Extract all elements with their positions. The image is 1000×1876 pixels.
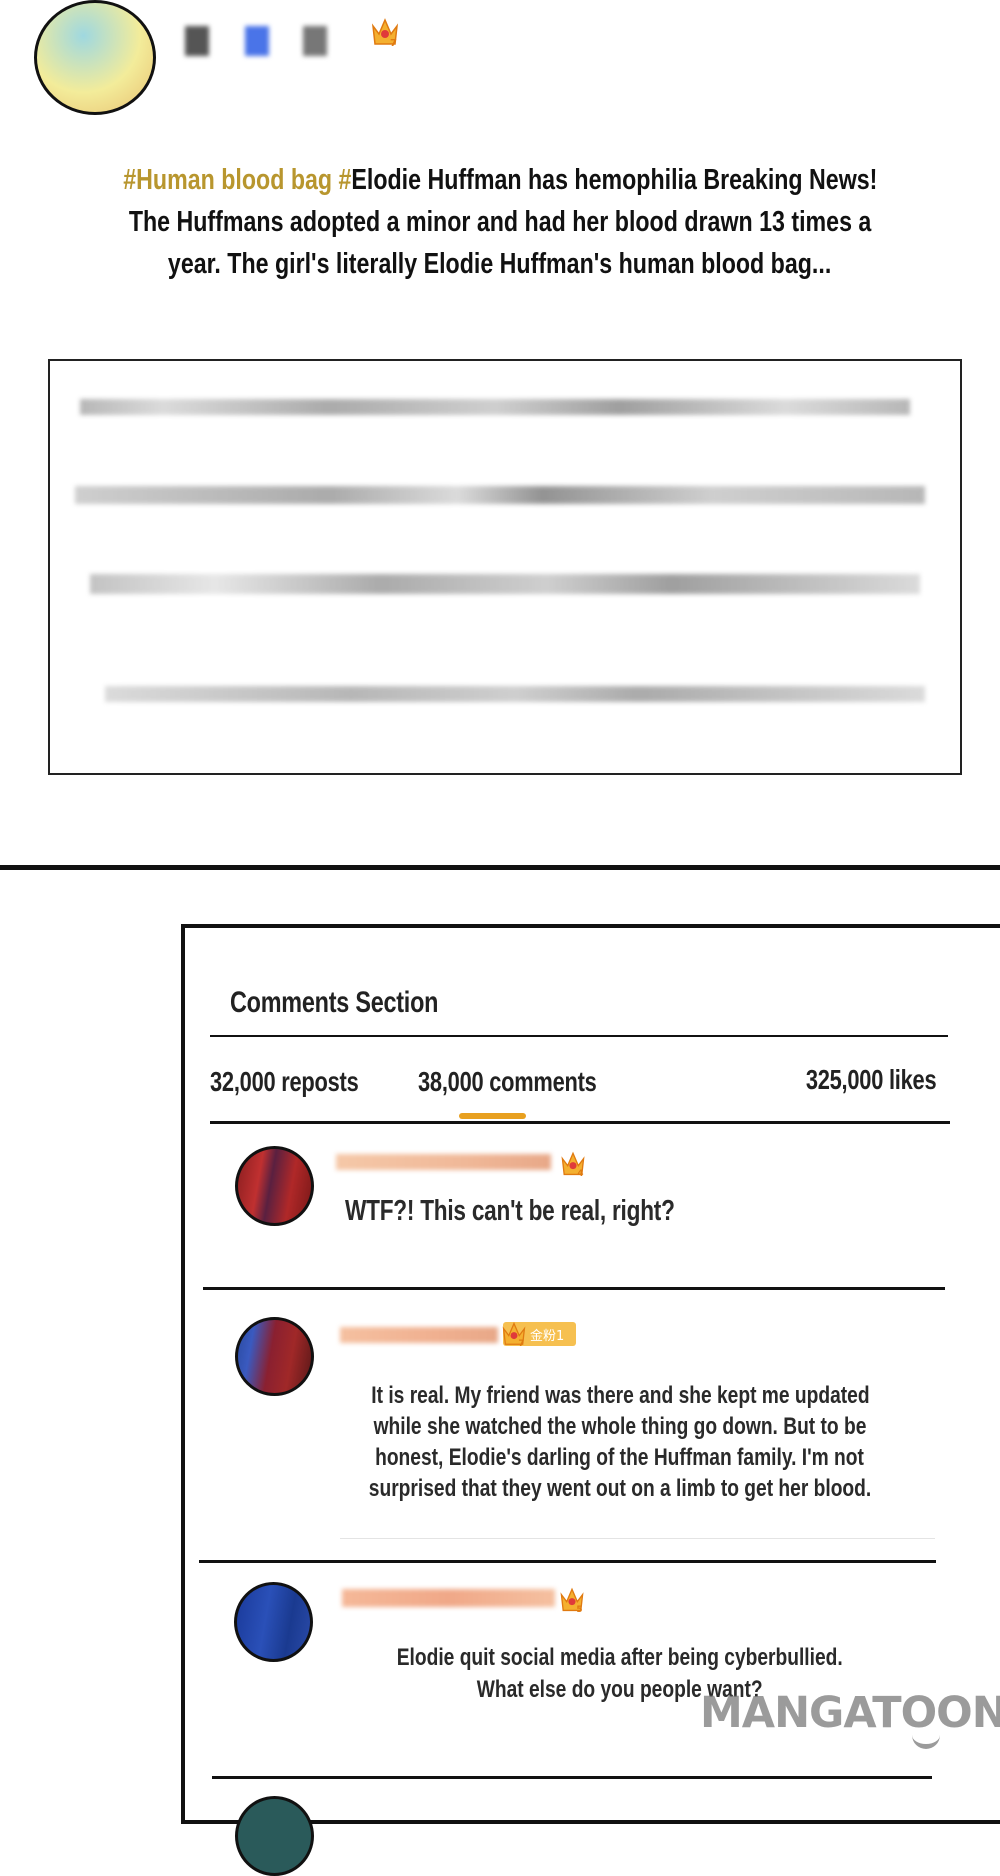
active-tab-indicator	[459, 1113, 526, 1119]
comment-line: Elodie quit social media after being cyb…	[397, 1644, 843, 1671]
post-headline-line3: year. The girl's literally Elodie Huffma…	[168, 248, 832, 280]
fan-badge-label: 金粉1	[530, 1329, 565, 1344]
svg-text:7: 7	[518, 1339, 524, 1348]
likes-label: 325,000 likes	[805, 1064, 936, 1095]
comment-text: WTF?! This can't be real, right?	[345, 1195, 675, 1227]
svg-text:4: 4	[577, 1169, 583, 1178]
divider	[210, 1035, 948, 1037]
crown-level-icon: 7	[502, 1321, 526, 1348]
comments-section-title: Comments Section	[230, 986, 439, 1019]
post-headline-line2: The Huffmans adopted a minor and had her…	[128, 206, 872, 238]
commenter-name-blurred[interactable]	[336, 1154, 551, 1170]
svg-text:7: 7	[390, 38, 397, 48]
headline-text: Elodie Huffman has hemophilia Breaking N…	[351, 164, 878, 196]
crown-level-icon: 5	[557, 1584, 587, 1615]
comment-line: It is real. My friend was there and she …	[370, 1382, 870, 1409]
commenter-avatar[interactable]	[234, 1582, 313, 1662]
comment-text: It is real. My friend was there and she …	[300, 1382, 940, 1506]
commenter-avatar[interactable]	[235, 1796, 314, 1876]
divider	[210, 1121, 950, 1124]
divider	[199, 1560, 936, 1563]
crown-level-icon: 4	[558, 1148, 588, 1179]
section-divider	[0, 865, 1000, 870]
blurred-post-content	[48, 359, 962, 775]
crown-level-icon: 7	[370, 14, 400, 49]
post-author-avatar[interactable]	[34, 0, 156, 115]
divider	[203, 1287, 945, 1290]
comment-line: while she watched the whole thing go dow…	[373, 1413, 867, 1440]
svg-text:5: 5	[576, 1605, 582, 1614]
comment-line: honest, Elodie's darling of the Huffman …	[375, 1444, 865, 1471]
tab-likes[interactable]: 325,000 likes	[700, 1064, 936, 1096]
commenter-avatar[interactable]	[235, 1317, 314, 1396]
comment-line: What else do you people want?	[477, 1676, 763, 1703]
tab-comments[interactable]: 38,000 comments	[418, 1066, 597, 1097]
divider	[212, 1776, 932, 1779]
post-headline-line1: #Human blood bag #Elodie Huffman has hem…	[0, 164, 1000, 197]
fan-badge: 7 金粉1	[502, 1321, 576, 1348]
tab-reposts[interactable]: 32,000 reposts	[210, 1066, 359, 1097]
commenter-name-blurred[interactable]	[340, 1327, 498, 1343]
commenter-avatar[interactable]	[235, 1146, 314, 1226]
commenter-name-blurred[interactable]	[342, 1589, 555, 1607]
comment-text: Elodie quit social media after being cyb…	[300, 1644, 940, 1708]
comment-separator	[340, 1538, 935, 1539]
watermark-text: MANGATOON	[700, 1688, 1000, 1738]
post-author-name-blurred[interactable]	[185, 18, 345, 58]
hashtag-link[interactable]: #Human blood bag #	[122, 164, 352, 196]
mangatoon-watermark: MANGATOON	[700, 1688, 1000, 1749]
smile-icon	[912, 1732, 940, 1749]
comment-line: surprised that they went out on a limb t…	[368, 1475, 872, 1502]
